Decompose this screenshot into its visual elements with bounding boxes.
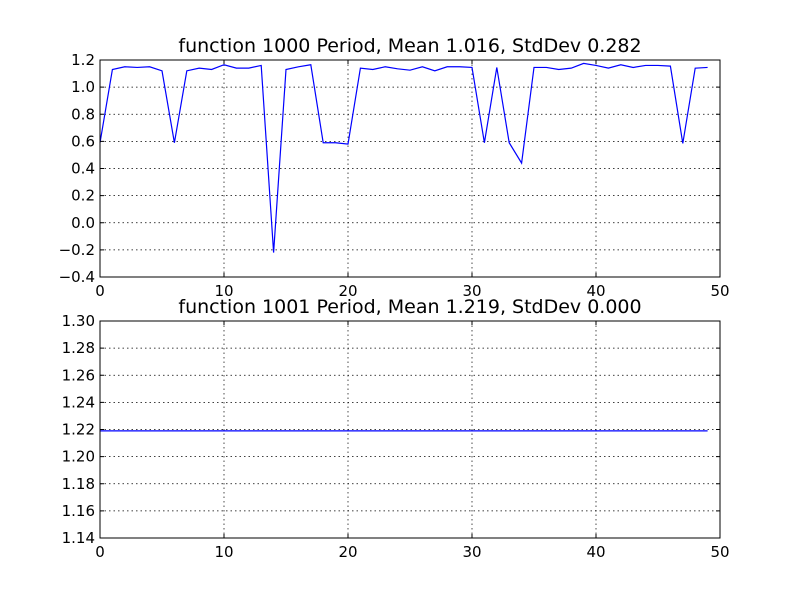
chart-panel-2: 0 10 20 30 40 50 1.14 1.16 1.18 1.20 1.22 1.24 1.26 1…: [62, 296, 730, 561]
y-tick-label: 1.30: [62, 312, 95, 330]
x-tick-label: 10: [214, 282, 233, 300]
y-tick-label: 0.6: [71, 132, 95, 150]
x-tick-label: 10: [214, 543, 233, 561]
x-tick-label: 30: [462, 543, 481, 561]
y-tick-label: 1.28: [62, 339, 95, 357]
y-tick-label: 0.2: [71, 187, 95, 205]
y-tick-label: −0.2: [59, 241, 95, 259]
y-tick-label: 1.18: [62, 475, 95, 493]
x-tick-label: 20: [338, 282, 357, 300]
x-tick-label: 40: [586, 282, 605, 300]
chart-title: function 1001 Period, Mean 1.219, StdDev…: [178, 296, 641, 318]
x-tick-label: 50: [710, 282, 729, 300]
x-tick-label: 40: [586, 543, 605, 561]
y-tick-label: 1.2: [71, 51, 95, 69]
x-tick-label: 0: [95, 543, 105, 561]
y-tick-label: 0.4: [71, 160, 95, 178]
x-tick-label: 20: [338, 543, 357, 561]
y-tick-label: −0.4: [59, 268, 95, 286]
x-tick-label: 30: [462, 282, 481, 300]
series-line: [99, 62, 708, 253]
y-tick-label: 1.22: [62, 421, 95, 439]
y-tick-label: 1.14: [62, 529, 95, 547]
x-tick-label: 50: [710, 543, 729, 561]
chart-title: function 1000 Period, Mean 1.016, StdDev…: [178, 35, 641, 57]
y-tick-label: 1.0: [71, 78, 95, 96]
y-tick-label: 1.26: [62, 366, 95, 384]
x-tick-label: 0: [95, 282, 105, 300]
y-tick-label: 1.24: [62, 393, 95, 411]
y-tick-label: 0.0: [71, 214, 95, 232]
chart-panel-1: 0 10 20 30 40 50 −0.4 −0.2 0.0 0.2 0.4 0.6 0.8 1.0 1.2…: [59, 35, 730, 300]
y-tick-label: 0.8: [71, 105, 95, 123]
y-tick-label: 1.20: [62, 448, 95, 466]
y-tick-label: 1.16: [62, 502, 95, 520]
